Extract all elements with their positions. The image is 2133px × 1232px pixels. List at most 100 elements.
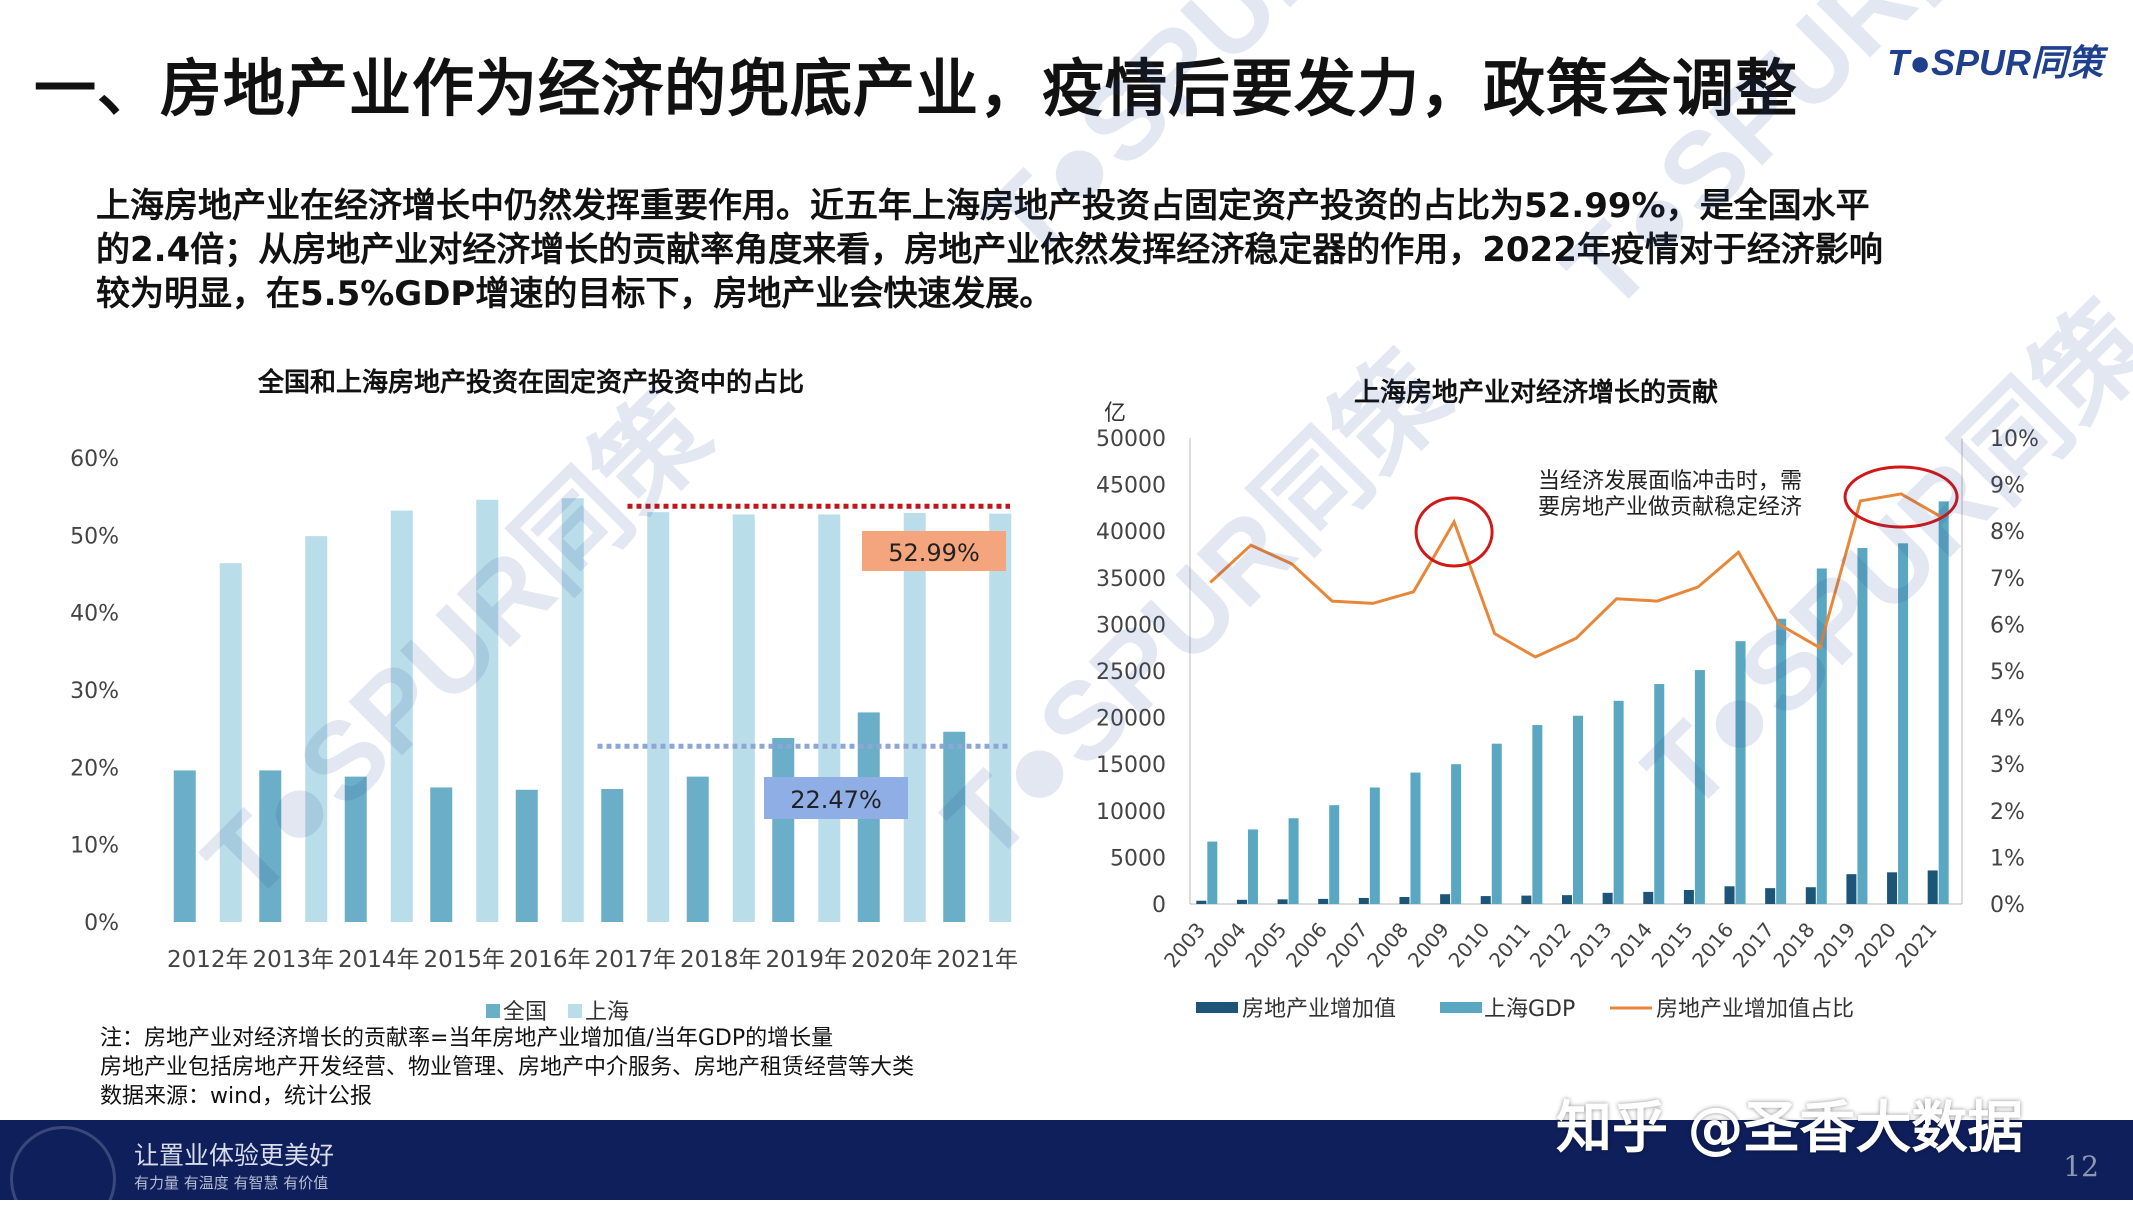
bar-re-value [1602,892,1613,904]
bar-shanghai [390,510,413,922]
bar-re-value [1887,872,1898,904]
bar-re-value [1399,897,1410,904]
bar-shanghai [561,498,584,922]
x-tick-label: 2011 [1484,918,1535,972]
y-right-tick-label: 9% [1990,474,2025,499]
y-left-tick-label: 0 [1152,893,1166,918]
average-label-shanghai: 52.99% [888,539,980,567]
legend-label-ratio: 房地产业增加值占比 [1656,997,1854,1022]
x-tick-label: 2021 [1890,918,1941,972]
bar-re-value [1724,886,1735,904]
bar-gdp [1613,700,1624,904]
x-tick-label: 2007 [1322,918,1373,972]
y-tick-label: 0% [84,911,119,936]
bar-gdp [1694,670,1705,904]
bar-re-value [1521,895,1532,904]
bar-gdp [1573,715,1583,904]
bar-shanghai [732,514,755,922]
y-right-tick-label: 6% [1990,613,2025,638]
x-tick-label: 2017年 [594,947,676,973]
y-left-tick-label: 15000 [1096,753,1166,778]
x-tick-label: 2017 [1728,918,1779,972]
x-tick-label: 2020年 [851,947,933,973]
y-left-tick-label: 45000 [1096,474,1166,499]
bar-gdp [1410,772,1421,904]
y-left-tick-label: 50000 [1096,427,1166,452]
bar-national [430,787,453,922]
bar-national [515,789,538,922]
x-tick-label: 2008 [1362,918,1413,972]
investment-share-chart: 0% 10% 20% 30% 40% 50% 60% 2012年 2013年 2014年 2015年… [70,447,1018,1025]
x-tick-label: 2019年 [765,947,847,973]
bar-shanghai [476,499,499,922]
y-right-tick-label: 1% [1990,846,2025,871]
y-right-tick-label: 5% [1990,660,2025,685]
annotation-text: 要房地产业做贡献稳定经济 [1538,495,1802,520]
y-left-tick-label: 5000 [1110,846,1166,871]
highlight-circle-2019-2021 [1843,465,1959,529]
y-right-tick-label: 0% [1990,893,2025,918]
chart1-title: 全国和上海房地产投资在固定资产投资中的占比 [258,368,805,398]
x-tick-label: 2018 [1769,918,1820,972]
bar-shanghai [903,512,926,922]
bar-re-value [1805,887,1816,904]
bar-re-value [1440,894,1451,904]
bar-gdp [1898,543,1909,904]
bar-national [259,770,282,922]
bar-re-value [1765,888,1776,904]
bar-re-value [1643,891,1654,904]
y-unit-label: 亿 [1104,401,1126,426]
chart-notes: 注：房地产业对经济增长的贡献率=当年房地产业增加值/当年GDP的增长量 房地产业… [100,1024,914,1111]
y-right-tick-label: 7% [1990,567,2025,592]
y-tick-label: 10% [70,834,119,859]
legend-swatch-re-value [1196,1002,1238,1013]
footer-subtitle: 有力量 有温度 有智慧 有价值 [134,1174,329,1192]
x-tick-label: 2019 [1809,918,1860,972]
annotation-text: 当经济发展面临冲击时，需 [1538,469,1802,494]
y-right-tick-label: 3% [1990,753,2025,778]
x-tick-label: 2015 [1647,918,1698,972]
footer-slogan: 让置业体验更美好 [134,1141,335,1170]
legend-swatch-national [486,1004,500,1018]
bar-gdp [1857,547,1868,904]
intro-line: 较为明显，在5.5%GDP增速的目标下，房地产业会快速发展。 [96,274,1054,314]
note-line: 房地产业包括房地产开发经营、物业管理、房地产中介服务、房地产租赁经营等大类 [100,1055,915,1080]
intro-line: 的2.4倍；从房地产业对经济增长的贡献率角度来看，房地产业依然发挥经济稳定器的作… [96,230,1883,270]
bar-re-value [1927,870,1938,904]
bar-gdp [1735,641,1746,904]
company-logo: T●SPUR同策 [1887,42,2103,83]
legend-swatch-shanghai [568,1004,582,1018]
legend-label-national: 全国 [503,1000,547,1025]
intro-paragraph: 上海房地产业在经济增长中仍然发挥重要作用。近五年上海房地产投资占固定资产投资的占… [96,184,1996,316]
bar-re-value [1236,899,1247,904]
bar-gdp [1654,684,1665,904]
footer-bar: 让置业体验更美好 有力量 有温度 有智慧 有价值 12 [0,1120,2133,1232]
bar-shanghai [219,563,242,922]
x-tick-label: 2004 [1200,918,1251,972]
bar-re-value [1358,897,1369,904]
x-tick-label: 2018年 [680,947,762,973]
bar-re-value [1277,899,1288,904]
x-tick-label: 2016 [1687,918,1738,972]
bar-shanghai [818,514,841,922]
bar-national [344,776,367,922]
y-left-tick-label: 40000 [1096,520,1166,545]
x-tick-label: 2021年 [936,947,1018,973]
note-line: 注：房地产业对经济增长的贡献率=当年房地产业增加值/当年GDP的增长量 [100,1026,834,1051]
bar-national [601,788,624,922]
x-tick-label: 2012年 [167,947,249,973]
intro-line: 上海房地产业在经济增长中仍然发挥重要作用。近五年上海房地产投资占固定资产投资的占… [96,186,1870,226]
average-label-national: 22.47% [790,786,882,814]
x-tick-label: 2020 [1850,918,1901,972]
y-left-tick-label: 20000 [1096,707,1166,732]
x-tick-label: 2005 [1240,918,1291,972]
bar-re-value [1846,874,1857,904]
x-tick-label: 2009 [1403,918,1454,972]
bar-gdp [1532,725,1543,904]
bar-gdp [1491,743,1502,904]
page-title: 一、房地产业作为经济的兜底产业，疫情后要发力，政策会调整 [34,52,1799,125]
page-number: 12 [2063,1150,2099,1183]
y-right-tick-label: 2% [1990,800,2025,825]
legend-label-gdp: 上海GDP [1484,997,1575,1022]
bar-gdp [1451,764,1462,904]
